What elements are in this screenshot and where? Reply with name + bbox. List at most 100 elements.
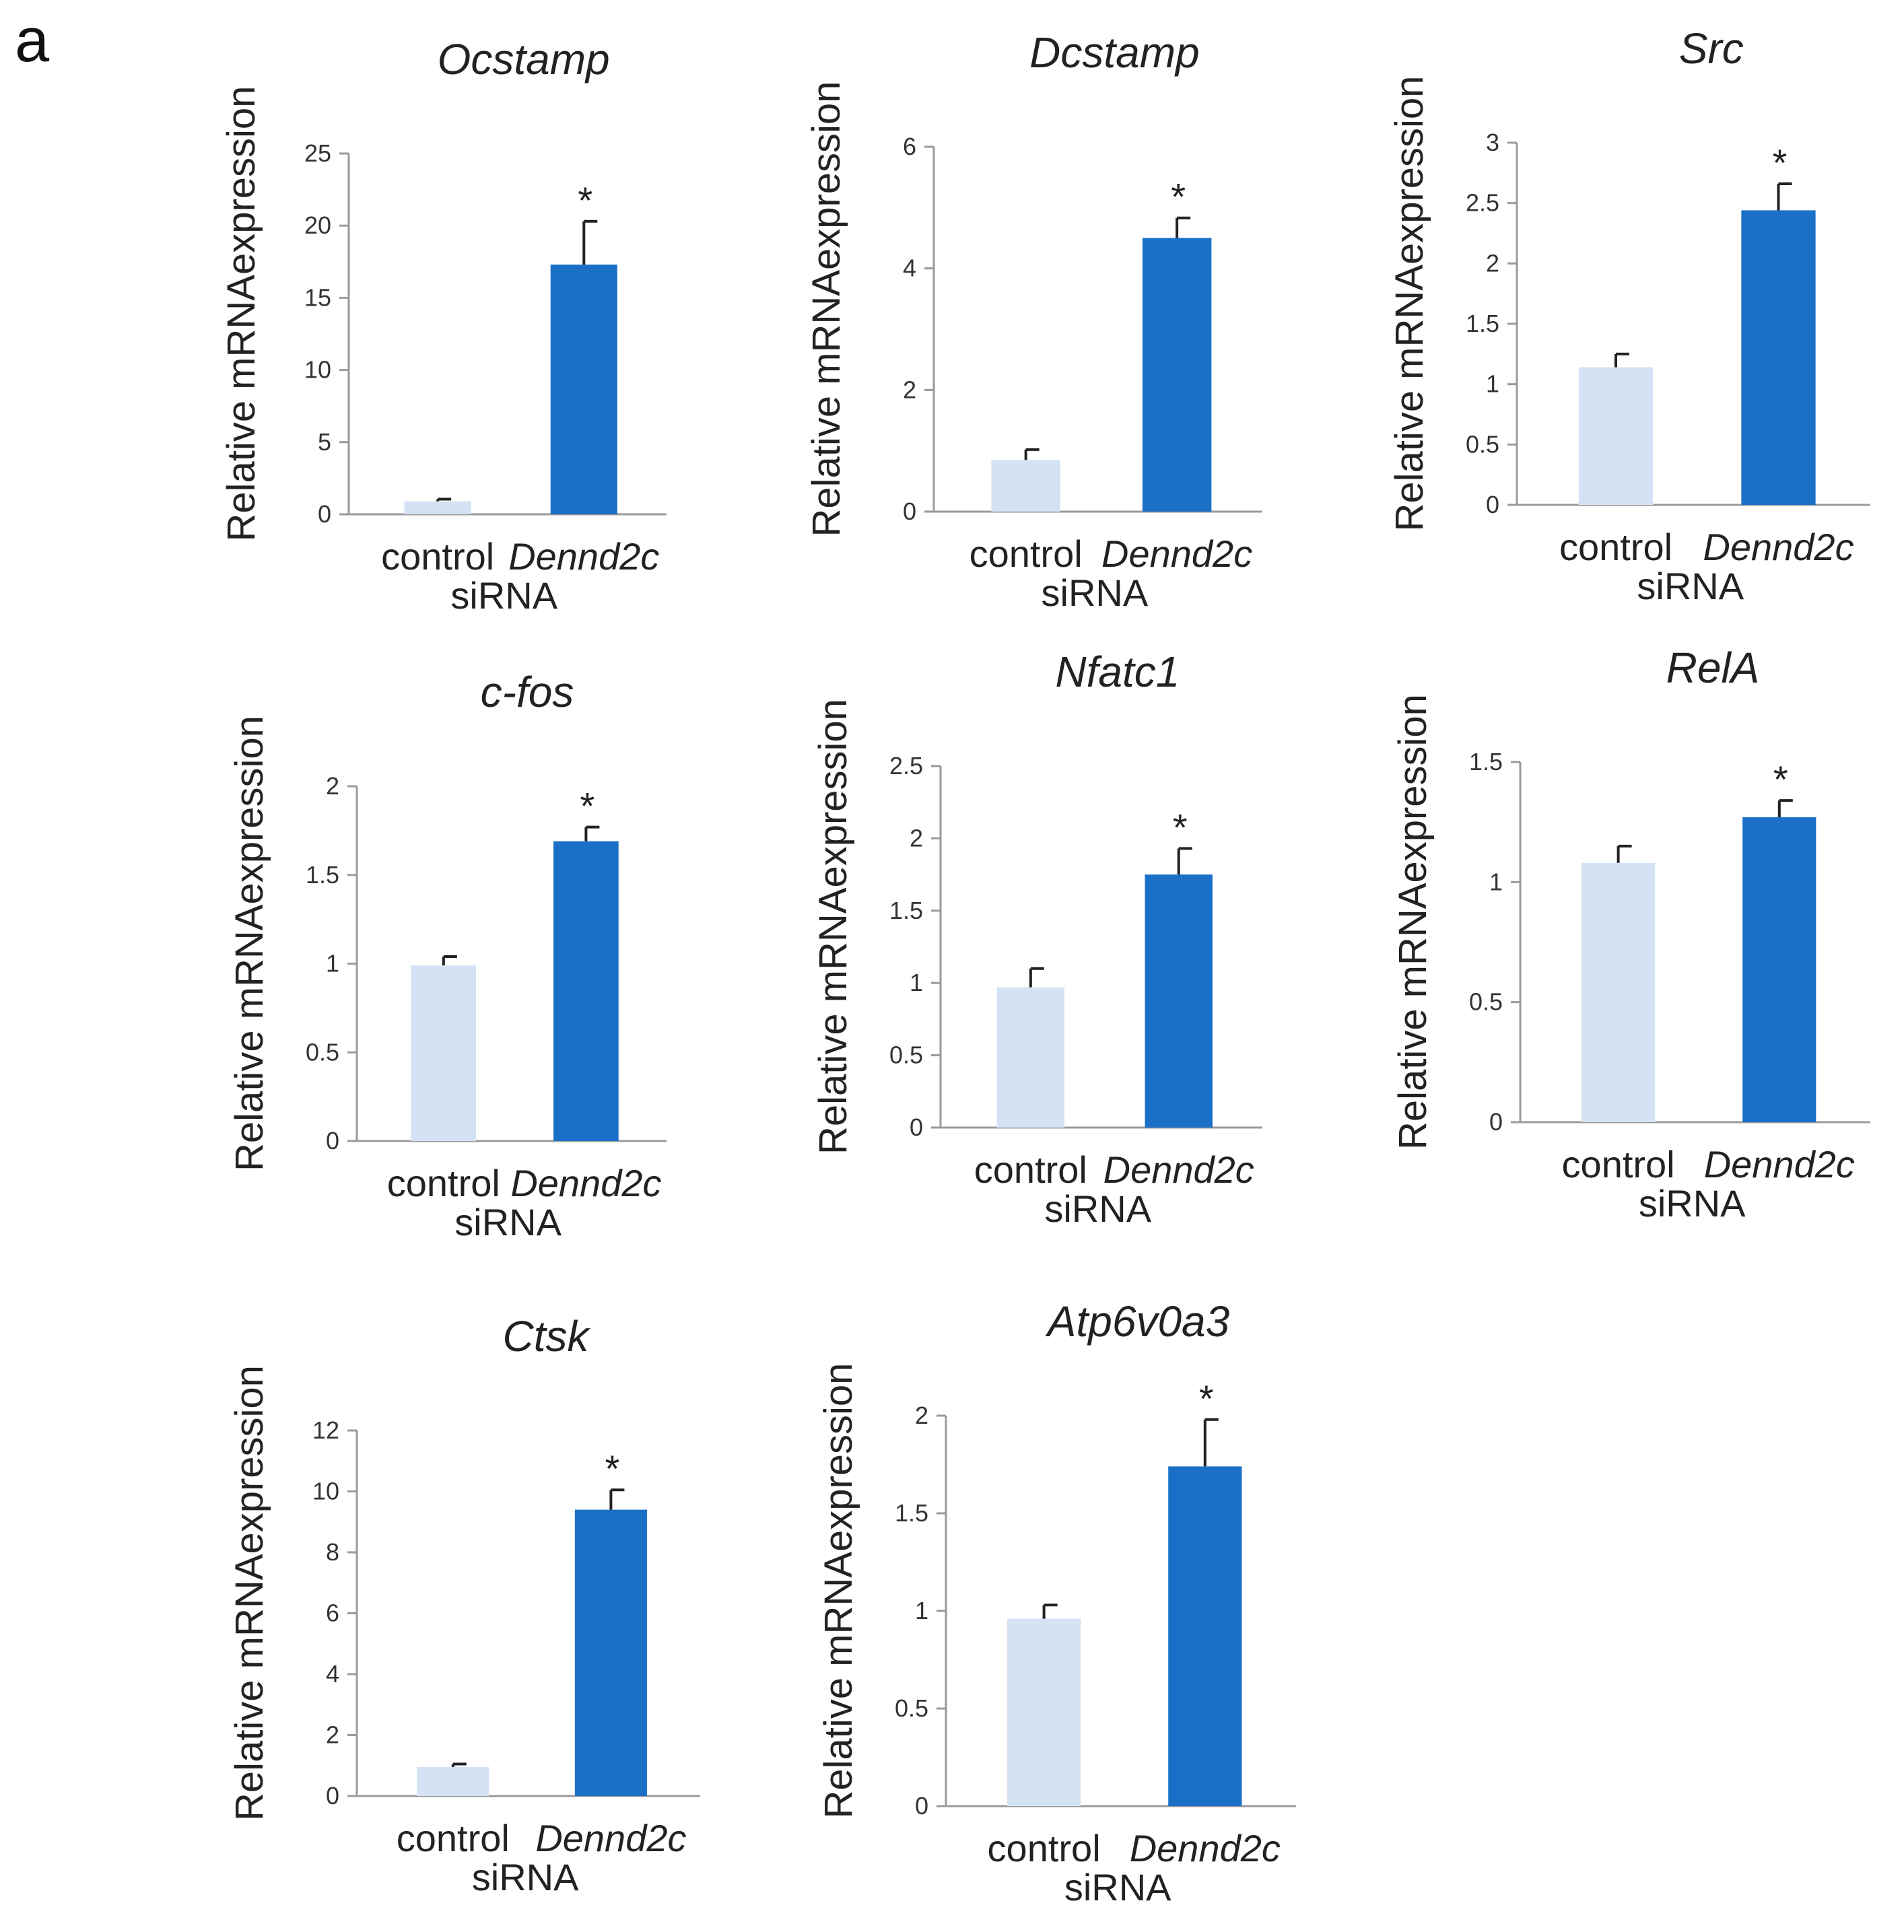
x-category-label: control xyxy=(387,1162,500,1204)
y-tick-label: 0 xyxy=(318,500,331,528)
y-tick-label: 0 xyxy=(910,1113,923,1141)
bar-dennd2c xyxy=(1145,874,1213,1128)
chart-panel: Nfatc1 Relative mRNAexpression 0 0.5 1 1.5 2 2.… xyxy=(811,648,1262,1230)
y-axis-label: Relative mRNAexpression xyxy=(1391,694,1435,1150)
y-tick-label: 0 xyxy=(915,1792,928,1820)
x-axis-label: siRNA xyxy=(1064,1866,1171,1908)
chart-panel: Dcstamp Relative mRNAexpression 0 2 4 6 contro… xyxy=(805,28,1262,614)
chart-title: RelA xyxy=(1666,644,1760,692)
x-category-label: control xyxy=(397,1817,510,1859)
y-tick-label: 3 xyxy=(1486,129,1499,156)
chart-panel: c-fos Relative mRNAexpression 0 0.5 1 1.5 2 con… xyxy=(228,668,667,1243)
y-axis-label: Relative mRNAexpression xyxy=(811,699,855,1154)
x-axis-label: siRNA xyxy=(1044,1187,1151,1230)
bar-control xyxy=(1582,862,1656,1122)
x-category-label: Dennd2c xyxy=(510,1162,661,1204)
y-tick-label: 4 xyxy=(903,254,916,282)
y-axis-label: Relative mRNAexpression xyxy=(219,86,263,542)
x-category-label: Dennd2c xyxy=(1703,526,1854,568)
chart-title: Ocstamp xyxy=(438,35,610,83)
y-tick-label: 6 xyxy=(903,133,916,160)
x-axis-label: siRNA xyxy=(1637,565,1744,607)
significance-marker: * xyxy=(1171,176,1186,218)
y-tick-label: 2 xyxy=(326,772,339,800)
y-tick-label: 0 xyxy=(903,497,916,525)
y-tick-label: 1 xyxy=(915,1597,928,1624)
bar-dennd2c xyxy=(550,265,617,514)
y-tick-label: 6 xyxy=(326,1599,339,1627)
y-tick-label: 2 xyxy=(903,376,916,403)
y-tick-label: 0 xyxy=(1486,491,1499,518)
y-tick-label: 1 xyxy=(910,969,923,996)
chart-title: Src xyxy=(1679,24,1744,73)
chart-title: Atp6v0a3 xyxy=(1045,1297,1230,1346)
y-tick-label: 1 xyxy=(1489,868,1503,895)
y-tick-label: 0.5 xyxy=(306,1038,339,1066)
chart-panel: RelA Relative mRNAexpression 0 0.5 1 1.5 contr… xyxy=(1391,644,1870,1224)
significance-marker: * xyxy=(1173,806,1188,848)
y-tick-label: 0.5 xyxy=(1466,430,1499,458)
significance-marker: * xyxy=(580,785,595,827)
significance-marker: * xyxy=(1773,758,1788,800)
x-category-label: control xyxy=(988,1827,1101,1869)
bar-control xyxy=(404,501,471,514)
chart-title: Ctsk xyxy=(503,1312,591,1360)
chart-title: Nfatc1 xyxy=(1055,648,1180,696)
y-tick-label: 15 xyxy=(304,283,331,311)
bar-dennd2c xyxy=(1741,210,1816,505)
x-category-label: Dennd2c xyxy=(508,535,659,578)
x-category-label: Dennd2c xyxy=(1704,1143,1855,1185)
chart-panel: Src Relative mRNAexpression 0 0.5 1 1.5 2 2.5 3 c… xyxy=(1388,24,1870,607)
bar-dennd2c xyxy=(553,841,619,1141)
x-category-label: control xyxy=(381,535,494,578)
x-axis-label: siRNA xyxy=(472,1856,579,1898)
significance-marker: * xyxy=(1773,141,1788,184)
x-axis-label: siRNA xyxy=(454,1201,562,1243)
y-tick-label: 4 xyxy=(326,1660,339,1688)
y-tick-label: 20 xyxy=(304,211,331,239)
significance-marker: * xyxy=(578,179,592,221)
bar-dennd2c xyxy=(1742,817,1816,1122)
x-category-label: control xyxy=(970,532,1083,575)
y-tick-label: 10 xyxy=(304,356,331,384)
y-axis-label: Relative mRNAexpression xyxy=(805,81,848,537)
x-axis-label: siRNA xyxy=(1639,1182,1746,1224)
chart-panel: Ocstamp Relative mRNAexpression 0 5 10 15 20 25… xyxy=(219,35,667,617)
y-tick-label: 1 xyxy=(326,950,339,977)
y-tick-label: 1.5 xyxy=(895,1499,928,1527)
y-tick-label: 12 xyxy=(312,1416,339,1444)
x-category-label: control xyxy=(974,1148,1087,1191)
bar-control xyxy=(411,965,477,1141)
y-axis-label: Relative mRNAexpression xyxy=(1388,76,1431,532)
x-category-label: Dennd2c xyxy=(535,1817,686,1859)
y-tick-label: 0 xyxy=(326,1127,339,1154)
y-axis-label: Relative mRNAexpression xyxy=(228,716,271,1171)
panel-letter: a xyxy=(15,6,50,75)
chart-panel: Ctsk Relative mRNAexpression 0 2 4 6 8 10 12 cont… xyxy=(228,1312,700,1898)
chart-title: c-fos xyxy=(481,668,574,716)
y-tick-label: 2 xyxy=(1486,249,1499,277)
y-tick-label: 2 xyxy=(915,1402,928,1429)
y-tick-label: 0 xyxy=(326,1782,339,1809)
x-axis-label: siRNA xyxy=(1042,572,1149,614)
x-category-label: control xyxy=(1562,1143,1675,1185)
significance-marker: * xyxy=(1199,1377,1214,1420)
bar-dennd2c xyxy=(574,1509,647,1796)
bar-control xyxy=(1578,367,1654,505)
x-category-label: control xyxy=(1559,526,1672,568)
x-category-label: Dennd2c xyxy=(1103,1148,1254,1191)
y-tick-label: 0.5 xyxy=(889,1041,923,1069)
y-tick-label: 25 xyxy=(304,139,331,167)
bar-dennd2c xyxy=(1142,238,1212,512)
y-tick-label: 2.5 xyxy=(889,752,923,780)
y-tick-label: 1.5 xyxy=(889,897,923,924)
y-tick-label: 0 xyxy=(1489,1108,1503,1136)
y-tick-label: 1.5 xyxy=(306,861,339,889)
x-category-label: Dennd2c xyxy=(1130,1827,1281,1869)
y-tick-label: 0.5 xyxy=(1469,988,1503,1016)
y-tick-label: 2.5 xyxy=(1466,189,1499,217)
significance-marker: * xyxy=(605,1447,620,1490)
y-tick-label: 1.5 xyxy=(1466,310,1499,337)
y-axis-label: Relative mRNAexpression xyxy=(817,1363,860,1819)
